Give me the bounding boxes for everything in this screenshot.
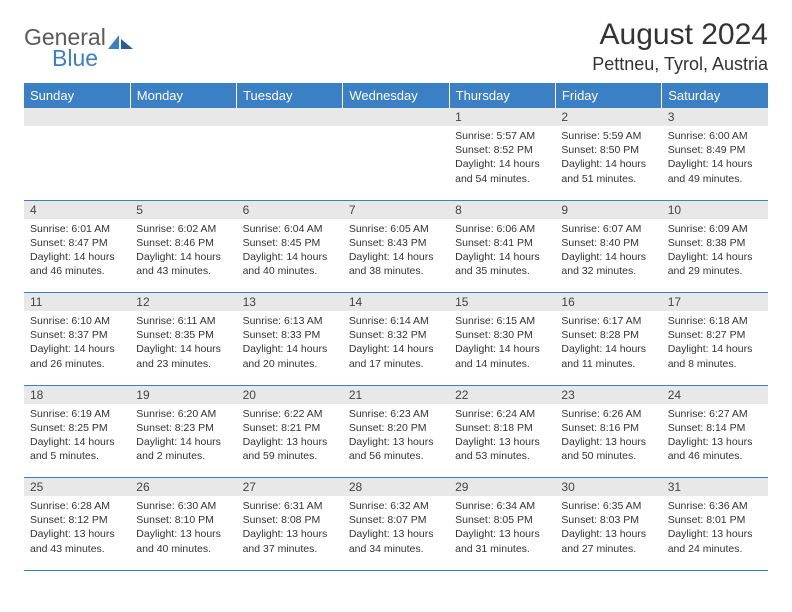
- day-cell: Sunrise: 6:20 AMSunset: 8:23 PMDaylight:…: [130, 404, 236, 478]
- day-cell: Sunrise: 6:09 AMSunset: 8:38 PMDaylight:…: [662, 219, 768, 293]
- day-number-cell: 21: [343, 385, 449, 404]
- day-cell: Sunrise: 6:27 AMSunset: 8:14 PMDaylight:…: [662, 404, 768, 478]
- day-cell: Sunrise: 6:17 AMSunset: 8:28 PMDaylight:…: [555, 311, 661, 385]
- day-cell: Sunrise: 6:02 AMSunset: 8:46 PMDaylight:…: [130, 219, 236, 293]
- day-number-cell: 28: [343, 478, 449, 497]
- day-number-cell: 15: [449, 293, 555, 312]
- day-number-row: 123: [24, 108, 768, 126]
- day-number-row: 18192021222324: [24, 385, 768, 404]
- day-number-cell: [24, 108, 130, 126]
- calendar-table: SundayMondayTuesdayWednesdayThursdayFrid…: [24, 83, 768, 571]
- day-cell: [237, 126, 343, 200]
- day-cell: Sunrise: 6:32 AMSunset: 8:07 PMDaylight:…: [343, 496, 449, 570]
- day-number-cell: 19: [130, 385, 236, 404]
- day-number-cell: 3: [662, 108, 768, 126]
- day-number-cell: 9: [555, 200, 661, 219]
- day-cell: Sunrise: 6:24 AMSunset: 8:18 PMDaylight:…: [449, 404, 555, 478]
- day-number-cell: 4: [24, 200, 130, 219]
- day-cell: Sunrise: 6:35 AMSunset: 8:03 PMDaylight:…: [555, 496, 661, 570]
- day-cell: Sunrise: 6:05 AMSunset: 8:43 PMDaylight:…: [343, 219, 449, 293]
- day-body-row: Sunrise: 6:19 AMSunset: 8:25 PMDaylight:…: [24, 404, 768, 478]
- day-number-cell: 22: [449, 385, 555, 404]
- day-cell: Sunrise: 6:00 AMSunset: 8:49 PMDaylight:…: [662, 126, 768, 200]
- day-number-cell: 2: [555, 108, 661, 126]
- day-number-cell: 24: [662, 385, 768, 404]
- day-cell: Sunrise: 6:31 AMSunset: 8:08 PMDaylight:…: [237, 496, 343, 570]
- day-number-cell: 14: [343, 293, 449, 312]
- weekday-header-row: SundayMondayTuesdayWednesdayThursdayFrid…: [24, 83, 768, 108]
- weekday-header: Friday: [555, 83, 661, 108]
- day-cell: Sunrise: 6:18 AMSunset: 8:27 PMDaylight:…: [662, 311, 768, 385]
- day-number-cell: 1: [449, 108, 555, 126]
- weekday-header: Thursday: [449, 83, 555, 108]
- day-number-cell: 29: [449, 478, 555, 497]
- day-number-cell: 11: [24, 293, 130, 312]
- weekday-header: Monday: [130, 83, 236, 108]
- day-number-cell: 18: [24, 385, 130, 404]
- weekday-header: Wednesday: [343, 83, 449, 108]
- title-block: August 2024 Pettneu, Tyrol, Austria: [592, 18, 768, 75]
- day-number-cell: 10: [662, 200, 768, 219]
- day-number-cell: [343, 108, 449, 126]
- day-number-row: 25262728293031: [24, 478, 768, 497]
- day-number-cell: 6: [237, 200, 343, 219]
- day-cell: Sunrise: 6:15 AMSunset: 8:30 PMDaylight:…: [449, 311, 555, 385]
- day-body-row: Sunrise: 6:10 AMSunset: 8:37 PMDaylight:…: [24, 311, 768, 385]
- day-cell: Sunrise: 6:13 AMSunset: 8:33 PMDaylight:…: [237, 311, 343, 385]
- day-cell: Sunrise: 6:34 AMSunset: 8:05 PMDaylight:…: [449, 496, 555, 570]
- weekday-header: Sunday: [24, 83, 130, 108]
- day-number-cell: 5: [130, 200, 236, 219]
- weekday-header: Tuesday: [237, 83, 343, 108]
- day-cell: Sunrise: 6:14 AMSunset: 8:32 PMDaylight:…: [343, 311, 449, 385]
- day-number-cell: [237, 108, 343, 126]
- day-cell: Sunrise: 6:07 AMSunset: 8:40 PMDaylight:…: [555, 219, 661, 293]
- page-header: GeneralBlue August 2024 Pettneu, Tyrol, …: [24, 18, 768, 75]
- day-cell: [130, 126, 236, 200]
- day-cell: Sunrise: 6:10 AMSunset: 8:37 PMDaylight:…: [24, 311, 130, 385]
- day-body-row: Sunrise: 6:28 AMSunset: 8:12 PMDaylight:…: [24, 496, 768, 570]
- day-number-cell: 30: [555, 478, 661, 497]
- day-number-cell: 8: [449, 200, 555, 219]
- day-cell: Sunrise: 6:19 AMSunset: 8:25 PMDaylight:…: [24, 404, 130, 478]
- day-number-cell: 23: [555, 385, 661, 404]
- day-cell: Sunrise: 6:06 AMSunset: 8:41 PMDaylight:…: [449, 219, 555, 293]
- day-number-cell: 13: [237, 293, 343, 312]
- brand-logo: GeneralBlue: [24, 24, 134, 72]
- day-cell: Sunrise: 6:23 AMSunset: 8:20 PMDaylight:…: [343, 404, 449, 478]
- day-cell: Sunrise: 6:11 AMSunset: 8:35 PMDaylight:…: [130, 311, 236, 385]
- day-number-cell: 7: [343, 200, 449, 219]
- month-title: August 2024: [592, 18, 768, 52]
- day-number-cell: 31: [662, 478, 768, 497]
- day-cell: Sunrise: 6:01 AMSunset: 8:47 PMDaylight:…: [24, 219, 130, 293]
- day-number-cell: 20: [237, 385, 343, 404]
- day-cell: [343, 126, 449, 200]
- day-number-cell: 25: [24, 478, 130, 497]
- day-number-row: 45678910: [24, 200, 768, 219]
- day-number-cell: 27: [237, 478, 343, 497]
- day-number-row: 11121314151617: [24, 293, 768, 312]
- location-label: Pettneu, Tyrol, Austria: [592, 54, 768, 75]
- day-number-cell: 26: [130, 478, 236, 497]
- day-cell: Sunrise: 6:36 AMSunset: 8:01 PMDaylight:…: [662, 496, 768, 570]
- day-number-cell: [130, 108, 236, 126]
- day-number-cell: 12: [130, 293, 236, 312]
- weekday-header: Saturday: [662, 83, 768, 108]
- day-number-cell: 16: [555, 293, 661, 312]
- day-body-row: Sunrise: 6:01 AMSunset: 8:47 PMDaylight:…: [24, 219, 768, 293]
- day-cell: Sunrise: 5:59 AMSunset: 8:50 PMDaylight:…: [555, 126, 661, 200]
- day-cell: Sunrise: 5:57 AMSunset: 8:52 PMDaylight:…: [449, 126, 555, 200]
- day-cell: Sunrise: 6:22 AMSunset: 8:21 PMDaylight:…: [237, 404, 343, 478]
- day-cell: Sunrise: 6:04 AMSunset: 8:45 PMDaylight:…: [237, 219, 343, 293]
- day-cell: Sunrise: 6:30 AMSunset: 8:10 PMDaylight:…: [130, 496, 236, 570]
- day-number-cell: 17: [662, 293, 768, 312]
- day-cell: Sunrise: 6:26 AMSunset: 8:16 PMDaylight:…: [555, 404, 661, 478]
- day-cell: Sunrise: 6:28 AMSunset: 8:12 PMDaylight:…: [24, 496, 130, 570]
- calendar-body: 123Sunrise: 5:57 AMSunset: 8:52 PMDaylig…: [24, 108, 768, 570]
- day-body-row: Sunrise: 5:57 AMSunset: 8:52 PMDaylight:…: [24, 126, 768, 200]
- sail-icon: [108, 33, 134, 51]
- day-cell: [24, 126, 130, 200]
